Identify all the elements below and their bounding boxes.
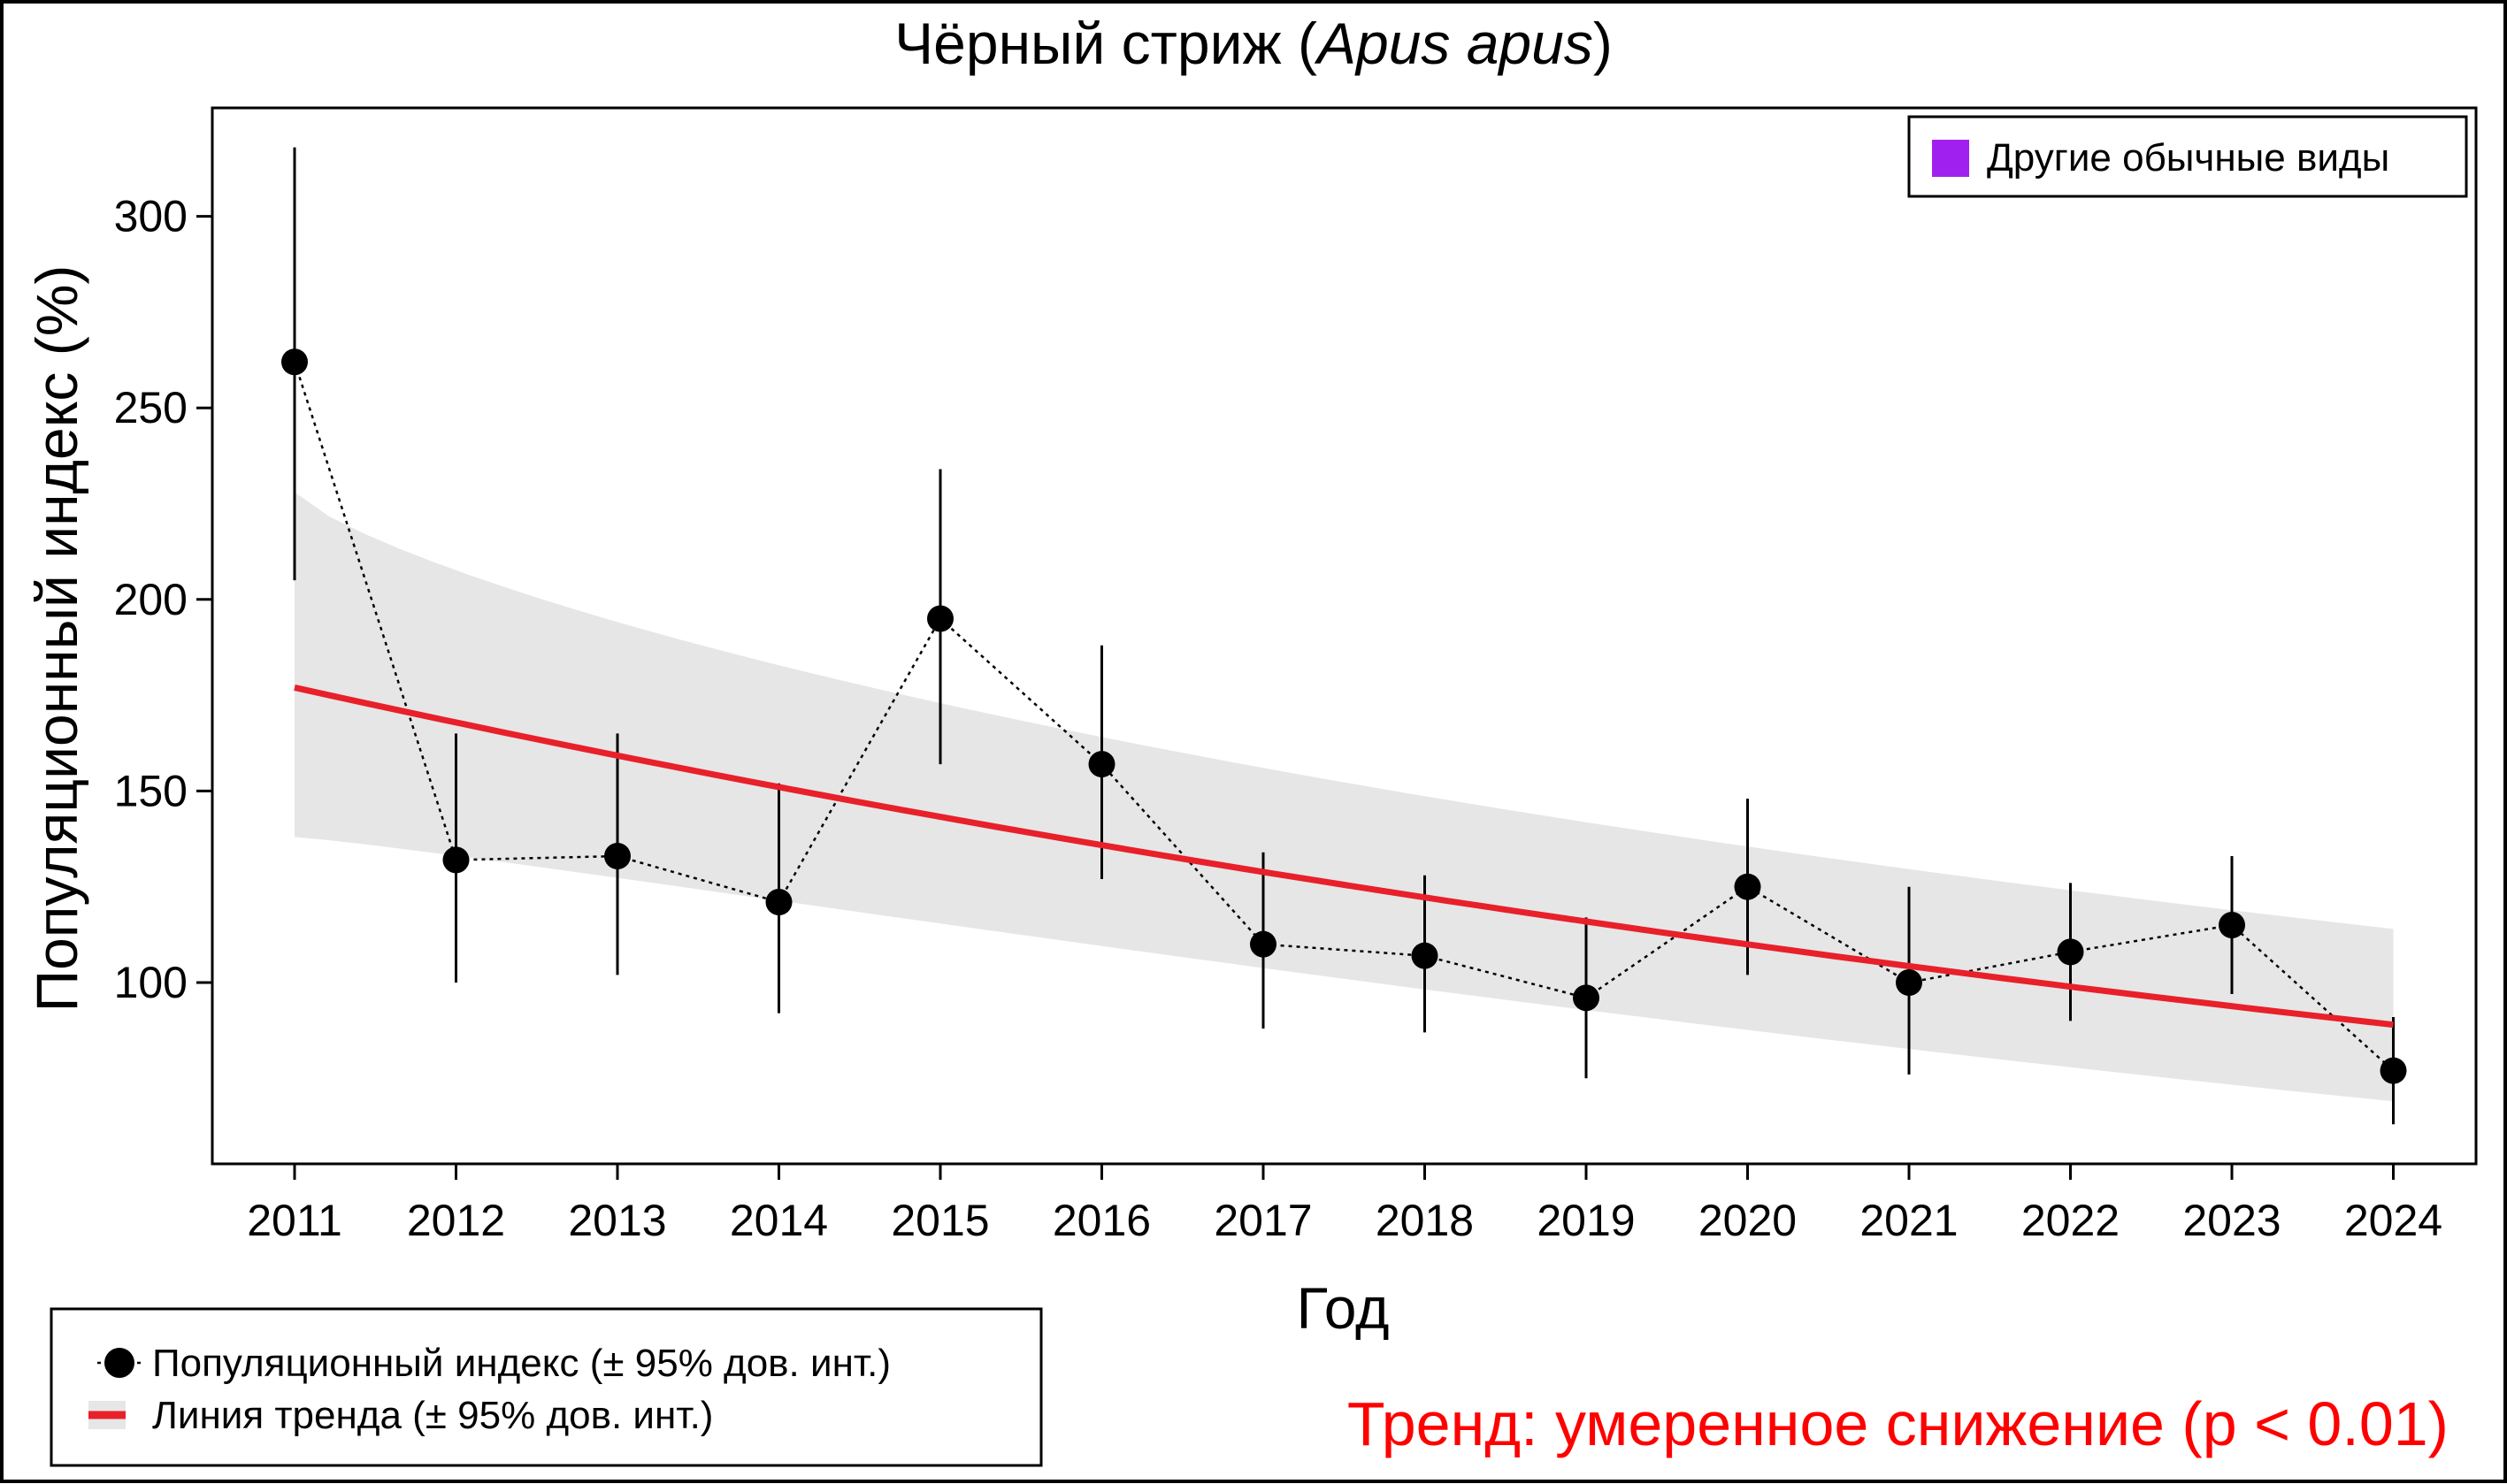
bottom-legend-box	[50, 1307, 1043, 1467]
y-tick-label-300: 300	[114, 192, 188, 241]
y-tick-label-200: 200	[114, 575, 188, 624]
index-point-2018	[1411, 942, 1438, 969]
trend-confidence-band	[295, 492, 2394, 1102]
x-tick-label-2023: 2023	[2182, 1196, 2281, 1245]
x-tick-label-2015: 2015	[891, 1196, 989, 1245]
index-points	[281, 348, 2407, 1084]
x-tick-label-2011: 2011	[247, 1196, 342, 1245]
x-tick-label-2012: 2012	[407, 1196, 505, 1245]
y-tick-label-150: 150	[114, 766, 188, 815]
index-point-2020	[1734, 873, 1761, 900]
chart-title: Чёрный стриж (Apus apus)	[894, 11, 1613, 76]
trend-line-layer	[294, 684, 2394, 1029]
index-point-2011	[281, 348, 308, 376]
index-point-2014	[765, 889, 793, 916]
x-tick-label-2024: 2024	[2344, 1196, 2442, 1245]
x-axis-ticks: 2011 2012 2013 2014 2015 2016 2017 2018 2019 2020…	[247, 1164, 2442, 1245]
index-point-2013	[604, 843, 631, 870]
trend-line	[294, 684, 2394, 1029]
corner-legend-square	[1932, 140, 1969, 177]
y-tick-label-250: 250	[114, 383, 188, 432]
x-tick-label-2022: 2022	[2021, 1196, 2120, 1245]
x-axis-title: Год	[1296, 1275, 1389, 1341]
trend-confidence-band-layer	[295, 492, 2394, 1102]
chart-title-suffix: )	[1593, 11, 1613, 76]
index-point-2017	[1250, 930, 1276, 958]
legend-index-marker	[104, 1348, 134, 1378]
corner-legend: Другие обычные виды	[1907, 115, 2468, 198]
index-point-2015	[927, 605, 954, 632]
index-point-2012	[442, 846, 470, 874]
corner-legend-label: Другие обычные виды	[1987, 136, 2389, 180]
chart-title-prefix: Чёрный стриж (	[894, 11, 1317, 76]
x-tick-label-2018: 2018	[1376, 1196, 1474, 1245]
x-tick-label-2017: 2017	[1214, 1196, 1312, 1245]
index-point-2024	[2380, 1057, 2407, 1084]
bottom-legend: Популяционный индекс (± 95% дов. инт.) Л…	[50, 1307, 1043, 1467]
x-tick-label-2021: 2021	[1859, 1196, 1958, 1245]
index-point-2021	[1896, 969, 1922, 996]
index-point-2023	[2219, 912, 2245, 939]
x-tick-label-2020: 2020	[1698, 1196, 1797, 1245]
y-tick-label-100: 100	[114, 958, 188, 1007]
legend-trend-label: Линия тренда (± 95% дов. инт.)	[152, 1394, 713, 1437]
chart-canvas: Чёрный стриж (Apus apus) 100 150 200 250 300…	[24, 11, 2478, 1467]
index-point-2016	[1088, 751, 1116, 778]
x-tick-label-2019: 2019	[1537, 1196, 1635, 1245]
index-point-2019	[1573, 984, 1599, 1012]
x-tick-label-2014: 2014	[730, 1196, 828, 1245]
trend-annotation: Тренд: умеренное снижение (p < 0.01)	[1347, 1389, 2449, 1458]
plot-area-border	[211, 106, 2478, 1166]
index-point-2022	[2057, 938, 2084, 966]
legend-index-label: Популяционный индекс (± 95% дов. инт.)	[152, 1342, 891, 1385]
x-tick-label-2016: 2016	[1053, 1196, 1151, 1245]
y-axis-title: Популяционный индекс (%)	[24, 265, 89, 1013]
corner-legend-box	[1907, 115, 2468, 198]
x-tick-label-2013: 2013	[568, 1196, 666, 1245]
chart-title-latin: Apus apus	[1314, 11, 1593, 76]
y-axis-ticks: 100 150 200 250 300	[114, 192, 212, 1007]
